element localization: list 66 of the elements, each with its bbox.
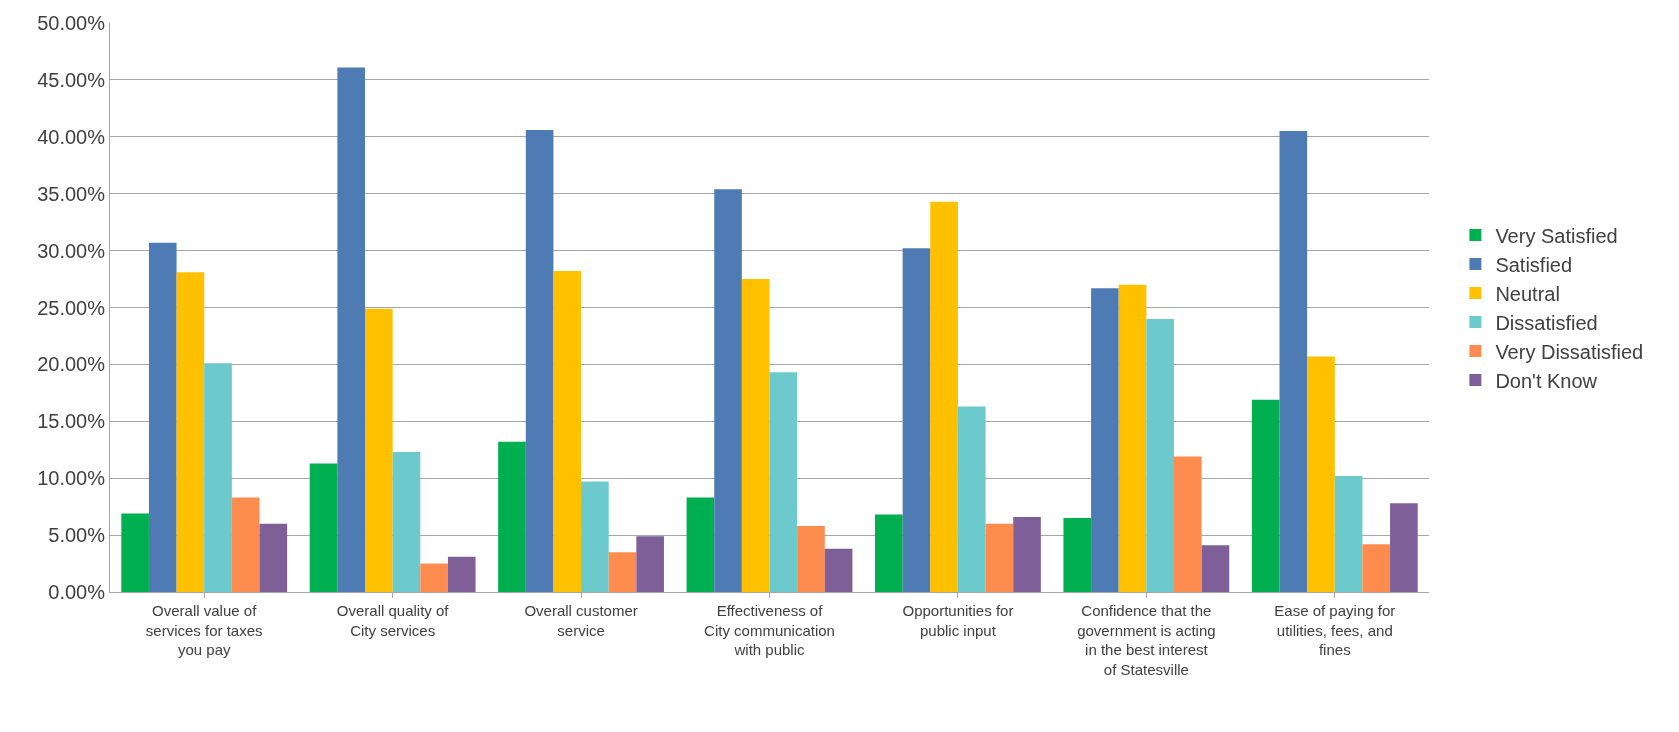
y-tick-label: 25.00% bbox=[37, 296, 106, 319]
legend-label: Neutral bbox=[1495, 282, 1560, 305]
bar bbox=[176, 272, 205, 592]
bar bbox=[1307, 356, 1335, 592]
bar bbox=[447, 556, 476, 592]
bar bbox=[1362, 544, 1391, 592]
bar bbox=[204, 363, 232, 592]
bar bbox=[636, 536, 664, 592]
bar bbox=[741, 279, 770, 592]
x-tick-label: Opportunities for public input bbox=[902, 602, 1014, 639]
bar bbox=[769, 372, 798, 592]
bar bbox=[121, 513, 149, 592]
bar bbox=[930, 201, 958, 592]
y-tick-label: 0.00% bbox=[48, 581, 106, 603]
bar bbox=[608, 552, 637, 592]
y-tick-label: 45.00% bbox=[37, 68, 106, 91]
y-tick-label: 35.00% bbox=[37, 182, 106, 205]
bar bbox=[1173, 456, 1202, 592]
bar bbox=[1201, 545, 1230, 592]
bar bbox=[309, 463, 338, 592]
bar bbox=[1013, 516, 1041, 592]
bar bbox=[581, 481, 609, 592]
x-tick-label: Ease of paying for utilities, fees, and fines bbox=[1274, 602, 1396, 658]
y-tick-label: 5.00% bbox=[48, 524, 106, 547]
bar bbox=[686, 497, 715, 592]
bar bbox=[231, 497, 260, 592]
bar bbox=[985, 523, 1014, 592]
y-tick-label: 10.00% bbox=[37, 467, 106, 490]
y-tick-label: 30.00% bbox=[37, 239, 106, 262]
y-tick-label: 40.00% bbox=[37, 125, 106, 148]
bar bbox=[259, 523, 288, 592]
bar bbox=[1390, 503, 1418, 592]
bar bbox=[875, 514, 903, 592]
bar bbox=[797, 526, 825, 592]
bar bbox=[1279, 131, 1308, 592]
legend-label: Don't Know bbox=[1495, 369, 1598, 392]
y-tick-label: 20.00% bbox=[37, 353, 106, 376]
bar bbox=[714, 189, 742, 592]
bar bbox=[553, 271, 582, 592]
bar bbox=[1251, 399, 1280, 592]
bar bbox=[337, 67, 366, 592]
bar bbox=[1118, 284, 1147, 592]
bar bbox=[525, 129, 554, 592]
x-tick-label: Overall customer service bbox=[524, 602, 638, 639]
legend-label: Very Dissatisfied bbox=[1495, 340, 1644, 363]
x-tick-label: Effectiveness of City communication with public bbox=[704, 602, 835, 658]
bar bbox=[1146, 318, 1174, 592]
x-tick-label: Overall quality of City services bbox=[336, 602, 450, 639]
bar bbox=[392, 452, 421, 592]
bar bbox=[1063, 518, 1092, 592]
bar bbox=[1334, 475, 1363, 592]
bar bbox=[902, 248, 931, 592]
legend-label: Dissatisfied bbox=[1495, 311, 1598, 334]
y-tick-label: 50.00% bbox=[37, 12, 106, 34]
bar bbox=[824, 548, 853, 592]
x-tick-label: Confidence that the government is acting in the best interest of Statesville bbox=[1077, 602, 1216, 678]
bar bbox=[420, 563, 448, 592]
legend-label: Very Satisfied bbox=[1495, 224, 1618, 247]
bar bbox=[1091, 288, 1119, 592]
bar bbox=[498, 441, 526, 592]
y-tick-label: 15.00% bbox=[37, 410, 106, 433]
x-tick-label: Overall value of services for taxes you pay bbox=[145, 602, 263, 658]
bar bbox=[365, 308, 393, 592]
bar bbox=[148, 242, 177, 592]
legend-label: Satisfied bbox=[1495, 253, 1573, 276]
bar bbox=[957, 406, 986, 592]
